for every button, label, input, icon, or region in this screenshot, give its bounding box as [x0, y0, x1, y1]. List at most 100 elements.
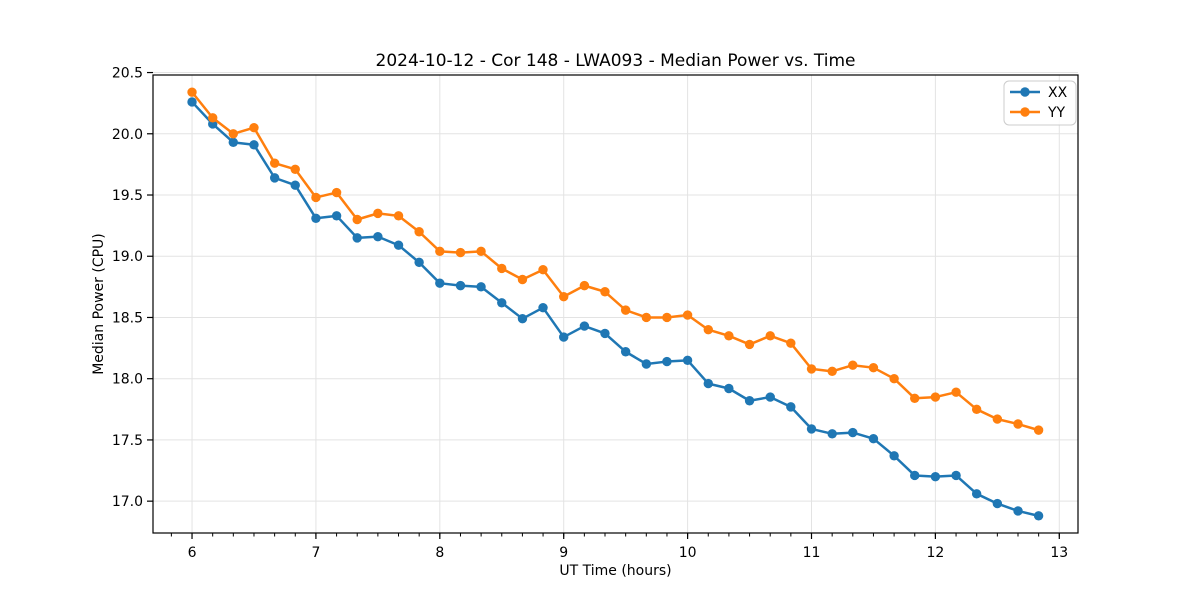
series-XX-marker: [269, 173, 280, 183]
series-YY-marker: [662, 312, 672, 323]
series-YY-marker: [517, 274, 528, 285]
series-YY-marker: [538, 265, 548, 275]
x-tick-label: 13: [1050, 545, 1068, 561]
series-XX-marker: [971, 489, 982, 499]
series-YY-marker: [187, 87, 197, 97]
series-XX-line: [190, 100, 1040, 518]
series-YY-marker: [992, 414, 1003, 424]
series-YY-marker: [806, 364, 817, 374]
series-YY-marker: [290, 164, 300, 174]
series-YY-marker: [971, 404, 982, 415]
series-XX-marker: [910, 470, 920, 481]
series-YY-marker: [1013, 419, 1023, 429]
series-XX-marker: [1033, 511, 1044, 521]
series-YY-marker: [352, 214, 362, 225]
series-YY-marker: [703, 325, 713, 335]
series-YY-marker: [724, 331, 734, 341]
series-YY-marker: [435, 246, 445, 257]
y-tick-label: 19.5: [112, 188, 143, 204]
series-XX-marker: [228, 137, 238, 148]
y-tick-label: 18.5: [112, 310, 143, 326]
x-tick-label: 6: [188, 545, 197, 561]
series-YY-marker: [476, 246, 486, 257]
x-tick-label: 7: [311, 545, 320, 561]
series-YY-marker: [620, 305, 631, 315]
series-XX-marker: [414, 257, 424, 268]
legend-marker-yy: [1020, 107, 1030, 117]
series-YY-marker: [269, 158, 280, 168]
x-tick-label: 11: [803, 545, 821, 561]
series-XX-marker: [765, 392, 775, 402]
legend-marker-xx: [1020, 87, 1030, 97]
series-XX-marker: [806, 424, 817, 434]
series-YY-marker: [393, 211, 404, 221]
series-XX-marker: [517, 313, 528, 324]
series-YY-marker: [889, 374, 899, 384]
series-XX-marker: [393, 240, 404, 250]
chart-title: 2024-10-12 - Cor 148 - LWA093 - Median P…: [376, 51, 856, 71]
series-YY-marker: [311, 192, 321, 203]
series-XX-marker: [682, 355, 693, 366]
series-XX-marker: [930, 471, 941, 482]
series-XX-marker: [538, 302, 548, 313]
series-XX-marker: [992, 498, 1003, 509]
series-YY-marker: [641, 312, 652, 323]
series-XX-marker: [187, 97, 197, 107]
series-YY-marker: [600, 287, 610, 297]
series-XX-marker: [290, 180, 300, 190]
series-YY-marker: [951, 387, 961, 397]
series-YY-marker: [930, 392, 941, 402]
plot-border: [152, 74, 1079, 534]
data-series: [187, 87, 1044, 521]
y-tick-label: 17.5: [112, 433, 143, 449]
series-XX-marker: [331, 211, 342, 221]
series-XX-marker: [559, 332, 569, 342]
series-XX-marker: [249, 140, 259, 150]
series-YY-marker: [331, 187, 342, 198]
series-YY-marker: [1033, 425, 1044, 435]
series-YY-marker: [414, 227, 424, 237]
y-tick-label: 20.0: [112, 127, 143, 143]
series-YY-marker: [848, 360, 858, 370]
series-XX-marker: [373, 231, 383, 242]
x-tick-label: 12: [926, 545, 944, 561]
series-YY-marker: [559, 291, 569, 302]
legend: XX YY: [1003, 80, 1077, 126]
y-tick-label: 18.0: [112, 372, 143, 388]
series-XX-marker: [435, 278, 445, 288]
legend-label-yy: YY: [1047, 105, 1066, 121]
axis-tick-labels: 6 7 8 9 10 11 12 13 17.0 17.5 18.0 18.5 19.0 19.5 20.0…: [112, 66, 1068, 561]
series-YY-marker: [455, 247, 466, 258]
series-XX-marker: [476, 282, 486, 292]
series-XX-marker: [703, 378, 713, 389]
series-YY-marker: [827, 366, 837, 377]
series-XX-marker: [662, 356, 672, 367]
series-XX-marker: [848, 427, 858, 438]
series-XX-marker: [889, 451, 899, 461]
x-tick-label: 10: [679, 545, 697, 561]
y-tick-label: 20.5: [112, 66, 143, 82]
y-tick-label: 19.0: [112, 249, 143, 265]
y-tick-label: 17.0: [112, 494, 143, 510]
legend-label-xx: XX: [1048, 85, 1068, 101]
series-YY-marker: [786, 338, 796, 348]
series-YY-marker: [497, 263, 507, 274]
series-XX-marker: [579, 321, 590, 331]
legend-item-xx: XX: [1010, 85, 1068, 101]
x-tick-label: 9: [559, 545, 568, 561]
series-XX-marker: [455, 280, 466, 291]
series-XX-marker: [600, 328, 610, 339]
axes-spines: [152, 74, 1079, 534]
series-XX-marker: [951, 470, 961, 481]
series-XX-marker: [352, 233, 362, 243]
x-axis-label: UT Time (hours): [559, 563, 671, 579]
series-XX-marker: [620, 347, 631, 357]
series-YY-marker: [579, 280, 590, 291]
series-YY-marker: [208, 113, 218, 123]
series-YY-marker: [682, 310, 693, 320]
y-axis-label: Median Power (CPU): [91, 233, 107, 375]
series-XX-marker: [827, 429, 837, 439]
series-YY-marker: [765, 331, 775, 341]
